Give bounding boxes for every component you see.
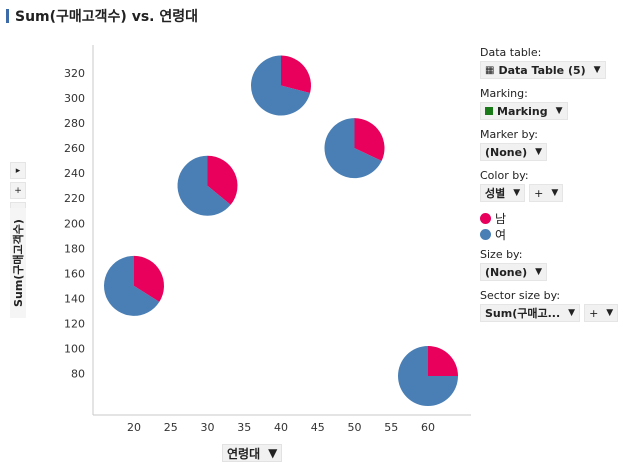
chevron-down-icon: ▼ <box>593 65 601 75</box>
y-tick-label: 320 <box>64 67 85 80</box>
chevron-down-icon: ▼ <box>551 188 559 198</box>
marking-color-swatch <box>485 107 493 115</box>
y-axis-expand-button[interactable]: ▸ <box>10 162 26 179</box>
chevron-down-icon: ▼ <box>268 446 278 460</box>
properties-panel: Data table: ▦ Data Table (5) ▼ Marking: … <box>480 42 630 326</box>
y-tick-label: 260 <box>64 142 85 155</box>
sector-size-row: Sum(구매고... ▼ + ▼ <box>480 304 630 326</box>
legend-item-female[interactable]: 여 <box>480 226 630 242</box>
pie-marker-female-slice[interactable] <box>104 255 160 316</box>
y-tick-label: 120 <box>64 317 85 330</box>
color-legend: 남 여 <box>480 210 630 242</box>
sector-size-dropdown[interactable]: Sum(구매고... ▼ <box>480 304 581 322</box>
marker-by-label: Marker by: <box>480 128 538 141</box>
x-tick-label: 50 <box>348 421 362 434</box>
legend-swatch-male <box>480 212 491 224</box>
marking-label: Marking: <box>480 87 528 100</box>
color-by-row: 성별 ▼ + ▼ <box>480 184 630 206</box>
y-axis-add-button[interactable]: + <box>10 182 26 199</box>
legend-swatch-female <box>480 228 491 240</box>
data-table-label: Data table: <box>480 46 542 59</box>
pie-marker-male-slice[interactable] <box>354 118 385 161</box>
data-table-dropdown[interactable]: ▦ Data Table (5) ▼ <box>480 61 606 79</box>
marking-value: Marking <box>497 104 548 118</box>
x-tick-label: 45 <box>311 421 325 434</box>
chevron-down-icon: ▼ <box>535 147 543 157</box>
legend-label-female: 여 <box>495 227 507 242</box>
sector-size-add-button[interactable]: + ▼ <box>584 304 619 322</box>
color-by-add-button[interactable]: + ▼ <box>529 184 564 202</box>
marker-by-dropdown[interactable]: (None) ▼ <box>480 143 548 161</box>
pie-marker-female-slice[interactable] <box>177 155 231 216</box>
y-axis-label: Sum(구매고객수) <box>12 219 25 307</box>
data-table-value: Data Table (5) <box>498 63 586 77</box>
x-tick-label: 35 <box>237 421 251 434</box>
marker-by-value: (None) <box>485 145 528 159</box>
y-tick-label: 220 <box>64 192 85 205</box>
x-tick-label: 25 <box>164 421 178 434</box>
y-tick-label: 300 <box>64 92 85 105</box>
plus-icon: + <box>589 306 599 320</box>
pie-marker-female-slice[interactable] <box>251 55 311 116</box>
pie-marker-male-slice[interactable] <box>281 55 311 93</box>
x-axis-selector[interactable]: 연령대 ▼ <box>222 444 283 462</box>
x-tick-label: 55 <box>384 421 398 434</box>
x-tick-label: 40 <box>274 421 288 434</box>
sector-size-label: Sector size by: <box>480 289 561 302</box>
color-by-label: Color by: <box>480 169 529 182</box>
plus-icon: + <box>534 186 544 200</box>
title-accent-bar <box>6 9 9 23</box>
color-by-value: 성별 <box>485 187 506 200</box>
y-tick-label: 200 <box>64 217 85 230</box>
y-tick-label: 160 <box>64 267 85 280</box>
y-tick-label: 240 <box>64 167 85 180</box>
chevron-down-icon: ▼ <box>568 308 576 318</box>
size-by-dropdown[interactable]: (None) ▼ <box>480 263 548 281</box>
x-tick-label: 60 <box>421 421 435 434</box>
pie-marker-male-slice[interactable] <box>134 255 164 302</box>
pie-marker-male-slice[interactable] <box>207 155 238 205</box>
chevron-down-icon: ▼ <box>535 267 543 277</box>
y-tick-label: 80 <box>71 368 85 381</box>
table-grid-icon: ▦ <box>485 64 495 76</box>
y-tick-label: 140 <box>64 292 85 305</box>
legend-label-male: 남 <box>495 211 507 226</box>
y-tick-label: 100 <box>64 342 85 355</box>
legend-item-male[interactable]: 남 <box>480 210 630 226</box>
chevron-down-icon: ▼ <box>606 308 614 318</box>
x-tick-label: 20 <box>127 421 141 434</box>
x-tick-label: 30 <box>201 421 215 434</box>
visualization-title: Sum(구매고객수) vs. 연령대 <box>6 6 198 26</box>
chevron-down-icon: ▼ <box>513 188 521 198</box>
y-axis-selector[interactable]: Sum(구매고객수) <box>10 208 26 318</box>
size-by-value: (None) <box>485 265 528 279</box>
x-axis-label: 연령대 <box>227 446 261 461</box>
pie-marker-male-slice[interactable] <box>428 346 458 377</box>
title-text: Sum(구매고객수) vs. 연령대 <box>15 9 198 25</box>
sector-size-value: Sum(구매고... <box>485 307 561 320</box>
pie-marker-female-slice[interactable] <box>324 118 382 179</box>
size-by-label: Size by: <box>480 248 523 261</box>
chevron-down-icon: ▼ <box>555 106 563 116</box>
marking-dropdown[interactable]: Marking ▼ <box>480 102 568 120</box>
y-tick-label: 280 <box>64 117 85 130</box>
color-by-dropdown[interactable]: 성별 ▼ <box>480 184 526 202</box>
y-tick-label: 180 <box>64 242 85 255</box>
